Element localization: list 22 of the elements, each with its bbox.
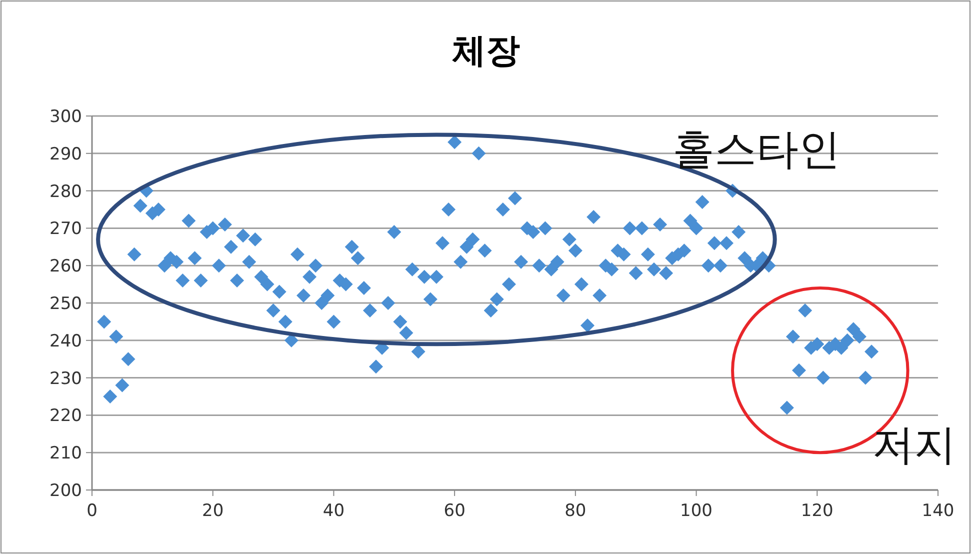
chart-title: 체장 xyxy=(452,31,520,71)
y-tick-label: 240 xyxy=(50,331,82,352)
y-tick-label: 220 xyxy=(50,406,82,426)
x-tick-label: 140 xyxy=(922,501,954,521)
x-tick-label: 20 xyxy=(202,501,224,521)
x-tick-label: 100 xyxy=(680,501,713,521)
y-tick-label: 200 xyxy=(50,481,82,501)
y-tick-label: 260 xyxy=(50,256,82,277)
y-tick-label: 230 xyxy=(50,368,82,389)
x-tick-label: 0 xyxy=(86,501,98,521)
x-tick-label: 80 xyxy=(564,501,586,521)
x-tick-label: 120 xyxy=(800,501,834,521)
y-tick-label: 270 xyxy=(50,219,82,240)
y-tick-label: 300 xyxy=(50,107,82,127)
y-tick-label: 250 xyxy=(50,294,82,314)
y-tick-label: 210 xyxy=(50,444,82,464)
annotation: 저지 xyxy=(872,420,956,470)
annotation: 홀스타인 xyxy=(672,124,841,174)
x-tick-label: 40 xyxy=(322,501,345,521)
x-tick-label: 60 xyxy=(444,501,466,521)
y-tick-label: 290 xyxy=(50,144,82,164)
y-tick-label: 280 xyxy=(50,182,82,202)
